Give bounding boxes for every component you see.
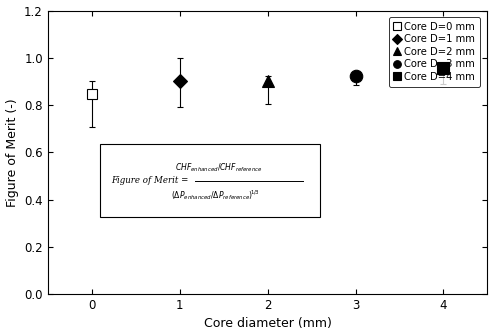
- X-axis label: Core diameter (mm): Core diameter (mm): [204, 318, 331, 330]
- Legend: Core D=0 mm, Core D=1 mm, Core D=2 mm, Core D=3 mm, Core D=4 mm: Core D=0 mm, Core D=1 mm, Core D=2 mm, C…: [389, 17, 480, 87]
- FancyBboxPatch shape: [101, 144, 320, 217]
- Text: $\mathit{CHF_{enhanced}}$$/$$\mathit{CHF_{reference}}$: $\mathit{CHF_{enhanced}}$$/$$\mathit{CHF…: [176, 162, 263, 174]
- Text: $\left(\mathit{\Delta P_{enhanced}}/\mathit{\Delta P_{reference}}\right)^{\!1\!/: $\left(\mathit{\Delta P_{enhanced}}/\mat…: [171, 188, 259, 202]
- Y-axis label: Figure of Merit (-): Figure of Merit (-): [5, 98, 19, 207]
- Text: Figure of Merit =: Figure of Merit =: [111, 176, 189, 185]
